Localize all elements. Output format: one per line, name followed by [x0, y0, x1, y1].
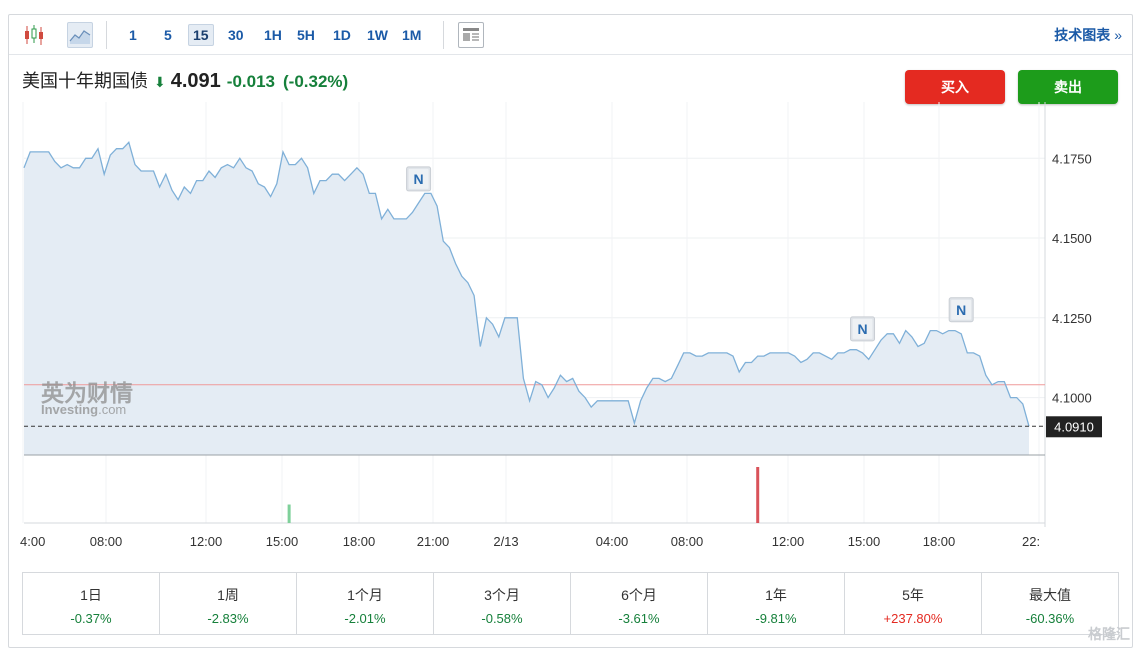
period-value: -60.36%	[1025, 611, 1075, 626]
interval-1w[interactable]: 1W	[367, 27, 388, 43]
x-tick-label: 22:	[1022, 534, 1040, 549]
y-tick-label: 4.1500	[1052, 231, 1092, 246]
watermark-cn: 英为财情	[41, 380, 133, 406]
news-marker[interactable]: N	[406, 166, 432, 192]
candlestick-icon[interactable]	[21, 22, 47, 48]
period-max[interactable]: 最大值 -60.36%	[982, 573, 1118, 634]
watermark-en-text: Investing	[41, 402, 98, 417]
x-tick-label: 04:00	[596, 534, 629, 549]
chart-toolbar: 1 5 15 30 1H 5H 1D 1W 1M 技术图表»	[9, 15, 1132, 55]
x-tick-label: 18:00	[343, 534, 376, 549]
news-marker-label: N	[956, 302, 966, 318]
price-area	[24, 142, 1029, 456]
period-label: 5年	[902, 587, 924, 603]
period-value: +237.80%	[883, 611, 943, 626]
x-tick-label: 12:00	[772, 534, 805, 549]
period-label: 1周	[217, 587, 239, 603]
news-icon[interactable]	[458, 22, 484, 48]
x-tick-label: 18:00	[923, 534, 956, 549]
area-chart-icon[interactable]	[67, 22, 93, 48]
watermark-domain: .com	[98, 402, 126, 417]
price-line	[23, 141, 1030, 427]
period-label: 1年	[765, 587, 787, 603]
period-1y[interactable]: 1年 -9.81%	[708, 573, 845, 634]
period-value: -0.58%	[481, 611, 523, 626]
interval-5h[interactable]: 5H	[297, 27, 315, 43]
period-3m[interactable]: 3个月 -0.58%	[434, 573, 571, 634]
last-price: 4.091	[170, 70, 221, 92]
interval-1d[interactable]: 1D	[333, 27, 351, 43]
x-tick-label: 08:00	[671, 534, 704, 549]
x-tick-label: 21:00	[417, 534, 450, 549]
interval-1[interactable]: 1	[129, 27, 137, 43]
news-marker-label: N	[857, 321, 867, 337]
interval-1m[interactable]: 1M	[402, 27, 422, 43]
y-axis: 4.1750 4.1500 4.1250 4.1000	[1052, 151, 1092, 405]
news-marker-label: N	[414, 171, 424, 187]
period-1d[interactable]: 1日 -0.37%	[23, 573, 160, 634]
period-label: 最大值	[1029, 587, 1071, 603]
period-value: -2.83%	[207, 611, 249, 626]
down-arrow-icon: ⬇	[154, 74, 166, 90]
toolbar-divider	[106, 21, 107, 49]
period-value: -2.01%	[344, 611, 386, 626]
performance-periods: 1日 -0.37% 1周 -2.83% 1个月 -2.01% 3个月 -0.58% 6个…	[22, 572, 1119, 635]
news-marker[interactable]: N	[948, 297, 974, 323]
sell-button[interactable]: 卖出	[1018, 70, 1118, 104]
period-value: -3.61%	[618, 611, 660, 626]
watermark-en: Investing.com	[41, 402, 126, 417]
volume-bar	[756, 467, 760, 523]
x-tick-label: 2/13	[493, 534, 518, 549]
y-tick-label: 4.1750	[1052, 151, 1092, 166]
x-tick-label: 4:00	[20, 534, 45, 549]
x-tick-label: 15:00	[848, 534, 881, 549]
interval-15[interactable]: 15	[188, 24, 214, 46]
y-tick-label: 4.1000	[1052, 391, 1092, 406]
interval-1h[interactable]: 1H	[264, 27, 282, 43]
toolbar-divider	[443, 21, 444, 49]
period-label: 3个月	[484, 587, 520, 603]
last-price-tag-bg	[1046, 416, 1102, 438]
period-5y[interactable]: 5年 +237.80%	[845, 573, 982, 634]
period-value: -0.37%	[70, 611, 112, 626]
corner-logo: 格隆汇	[1088, 626, 1130, 642]
period-1m[interactable]: 1个月 -2.01%	[297, 573, 434, 634]
interval-5[interactable]: 5	[164, 27, 172, 43]
tech-chart-label: 技术图表	[1054, 27, 1111, 43]
x-axis: 4:00 08:00 12:00 15:00 18:00 21:00 2/13 04:00 08…	[20, 534, 1040, 549]
period-6m[interactable]: 6个月 -3.61%	[571, 573, 708, 634]
period-value: -9.81%	[755, 611, 797, 626]
interval-30[interactable]: 30	[228, 27, 244, 43]
price-change: -0.013	[226, 72, 275, 91]
news-marker[interactable]: N	[850, 316, 876, 342]
period-1w[interactable]: 1周 -2.83%	[160, 573, 297, 634]
news-markers: N N N	[406, 166, 974, 342]
last-price-tag-text: 4.0910	[1054, 419, 1094, 434]
chart-widget: 1 5 15 30 1H 5H 1D 1W 1M 技术图表» 美国十年期国债 ⬇…	[8, 14, 1133, 648]
watermark: 英为财情 Investing.com	[41, 380, 133, 417]
volume-bar	[287, 504, 291, 523]
buy-button[interactable]: 买入	[905, 70, 1005, 104]
price-change-percent: (-0.32%)	[283, 72, 349, 91]
x-tick-label: 12:00	[190, 534, 223, 549]
y-tick-label: 4.1250	[1052, 311, 1092, 326]
price-chart[interactable]: 英为财情 Investing.com N N N 4.1750 4.1500 4.125…	[9, 15, 1134, 570]
instrument-name: 美国十年期国债	[22, 71, 148, 91]
volume-bars	[287, 467, 760, 523]
x-tick-label: 08:00	[90, 534, 123, 549]
instrument-header: 美国十年期国债 ⬇ 4.091 -0.013 (-0.32%)	[22, 67, 348, 95]
period-label: 1日	[80, 587, 102, 603]
period-label: 1个月	[347, 587, 383, 603]
tech-chart-link[interactable]: 技术图表»	[1054, 25, 1122, 45]
chevron-right-icon: »	[1114, 27, 1122, 43]
last-price-tag: 4.0910	[1046, 416, 1102, 438]
period-label: 6个月	[621, 587, 657, 603]
x-tick-label: 15:00	[266, 534, 299, 549]
